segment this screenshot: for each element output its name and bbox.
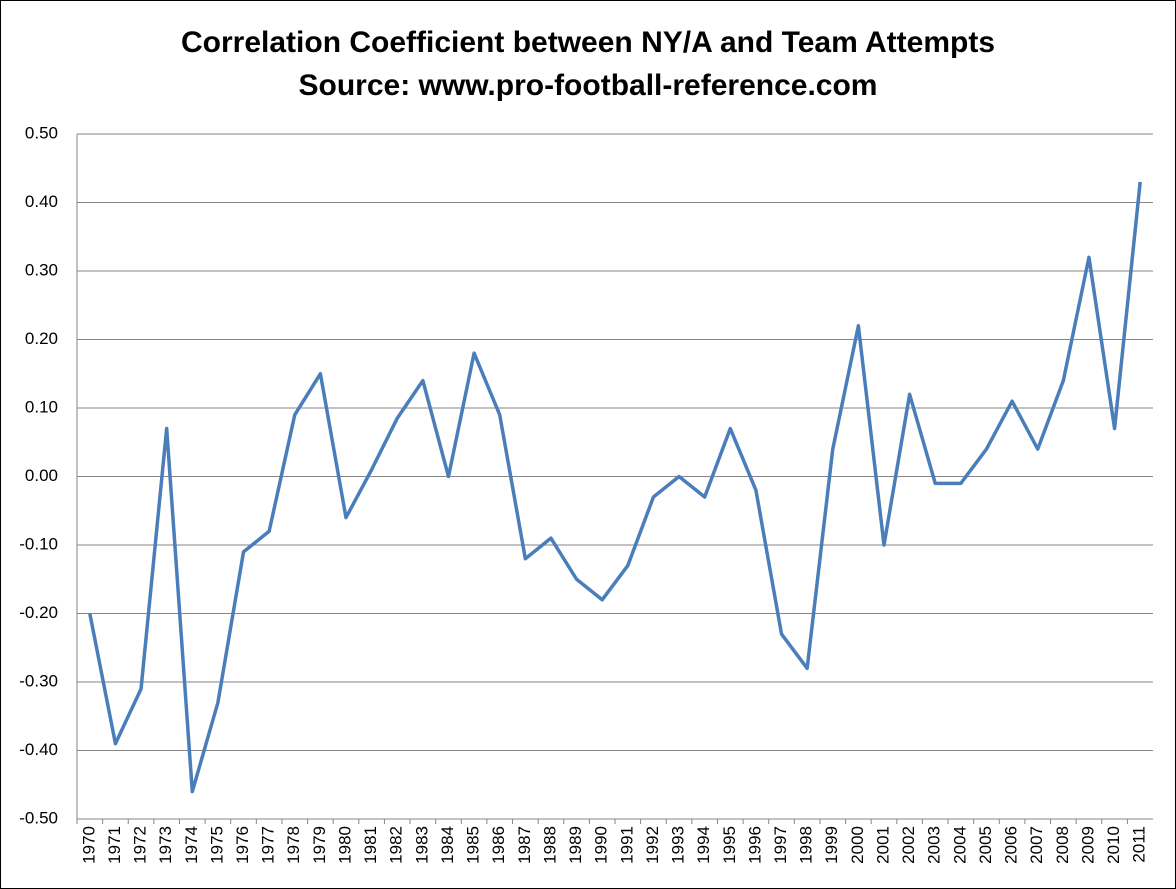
x-tick-label: 1991 (617, 826, 636, 864)
y-tick-label: -0.50 (19, 808, 58, 827)
x-tick-label: 1974 (182, 826, 201, 864)
x-tick-label: 1980 (335, 826, 354, 864)
chart-subtitle: Source: www.pro-football-reference.com (299, 69, 878, 102)
x-tick-label: 1998 (797, 826, 816, 864)
y-tick-label: 0.20 (25, 329, 58, 348)
x-tick-label: 1989 (566, 826, 585, 864)
x-tick-label: 1995 (720, 826, 739, 864)
y-tick-label: -0.30 (19, 671, 58, 690)
x-tick-label: 1992 (643, 826, 662, 864)
y-tick-label: -0.10 (19, 534, 58, 553)
x-tick-label: 2009 (1078, 826, 1097, 864)
x-tick-label: 1990 (592, 826, 611, 864)
x-tick-label: 2006 (1002, 826, 1021, 864)
x-tick-label: 1987 (515, 826, 534, 864)
x-tick-label: 1993 (669, 826, 688, 864)
x-tick-label: 1999 (822, 826, 841, 864)
x-tick-label: 1971 (105, 826, 124, 864)
x-tick-label: 1972 (131, 826, 150, 864)
chart-title: Correlation Coefficient between NY/A and… (181, 26, 995, 59)
x-tick-label: 1985 (464, 826, 483, 864)
x-tick-label: 1976 (233, 826, 252, 864)
x-tick-label: 2007 (1027, 826, 1046, 864)
x-tick-label: 1977 (259, 826, 278, 864)
x-tick-label: 1982 (387, 826, 406, 864)
x-tick-label: 2004 (950, 826, 969, 864)
x-tick-label: 2000 (848, 826, 867, 864)
y-tick-label: 0.10 (25, 397, 58, 416)
x-tick-label: 2010 (1104, 826, 1123, 864)
x-tick-label: 1986 (489, 826, 508, 864)
x-tick-label: 1994 (694, 826, 713, 864)
x-tick-label: 2005 (976, 826, 995, 864)
y-tick-label: -0.20 (19, 603, 58, 622)
x-tick-label: 2002 (899, 826, 918, 864)
x-tick-label: 1984 (438, 826, 457, 864)
x-tick-label: 1970 (79, 826, 98, 864)
x-tick-label: 1978 (284, 826, 303, 864)
x-tick-label: 1983 (412, 826, 431, 864)
x-tick-label: 1988 (540, 826, 559, 864)
y-tick-label: 0.50 (25, 123, 58, 142)
x-tick-label: 1979 (310, 826, 329, 864)
x-tick-label: 1997 (771, 826, 790, 864)
y-tick-label: 0.30 (25, 260, 58, 279)
y-tick-label: 0.00 (25, 466, 58, 485)
line (88, 181, 1142, 794)
x-tick-label: 1981 (361, 826, 380, 864)
y-tick-label: 0.40 (25, 192, 58, 211)
x-tick-label: 2011 (1130, 826, 1149, 863)
x-tick-label: 2001 (873, 826, 892, 864)
x-tick-label: 1973 (156, 826, 175, 864)
x-tick-label: 2008 (1053, 826, 1072, 864)
x-tick-label: 2003 (925, 826, 944, 864)
x-tick-label: 1996 (745, 826, 764, 864)
y-tick-label: -0.40 (19, 740, 58, 759)
x-tick-label: 1975 (207, 826, 226, 864)
